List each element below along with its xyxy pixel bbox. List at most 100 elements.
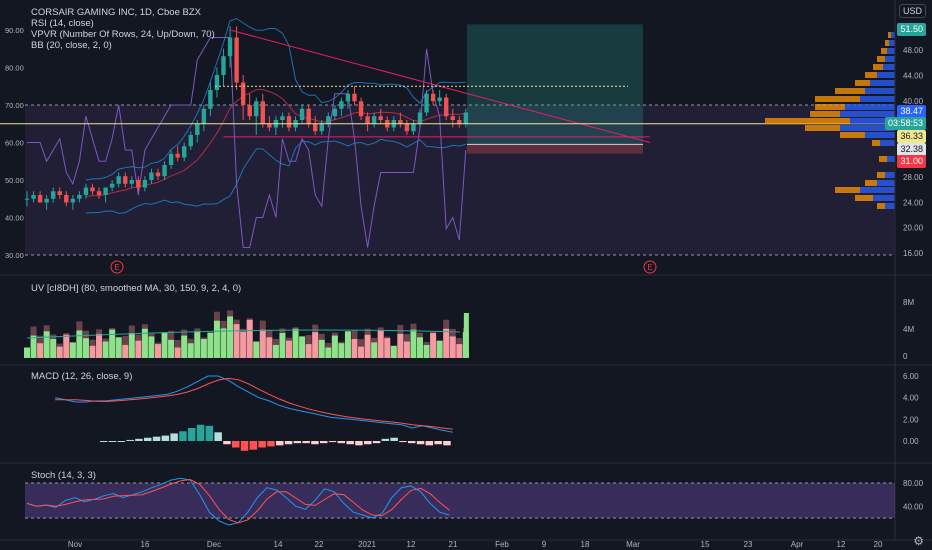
vp-up-bar — [887, 156, 895, 162]
candle-body — [358, 101, 364, 117]
uv-bar — [161, 332, 168, 358]
uv-bar — [30, 335, 37, 358]
macd-axis-tick: 4.00 — [903, 394, 919, 403]
candle-body — [463, 112, 469, 124]
candle-body — [123, 176, 128, 184]
macd-legend[interactable]: MACD (12, 26, close, 9) — [31, 371, 133, 382]
macd-histogram-bar — [108, 441, 117, 442]
position-target-zone — [467, 24, 643, 145]
currency-button[interactable]: USD — [898, 4, 926, 18]
uv-axis-tick: 0 — [903, 352, 908, 361]
time-axis-label: 23 — [744, 540, 753, 549]
uv-bar — [233, 324, 240, 358]
time-axis-label: 18 — [581, 540, 590, 549]
uv-bar — [377, 330, 384, 358]
candle-body — [162, 165, 167, 177]
uv-bar — [266, 337, 273, 358]
left-axis-tick: 70.00 — [5, 101, 24, 110]
macd-histogram-bar — [135, 438, 143, 441]
candle-body — [175, 153, 180, 158]
vp-up-bar — [885, 172, 895, 178]
macd-histogram-bar — [161, 435, 170, 441]
uv-bar — [325, 347, 332, 358]
macd-histogram-bar — [214, 432, 222, 441]
macd-histogram-bar — [258, 441, 266, 448]
macd-histogram-bar — [302, 441, 310, 444]
candle-body — [450, 116, 455, 120]
macd-histogram-bar — [188, 428, 196, 441]
macd-histogram-bar — [311, 441, 319, 445]
vp-up-bar — [885, 56, 895, 62]
uv-bar — [312, 332, 319, 358]
vpvr-legend[interactable]: VPVR (Number Of Rows, 24, Up/Down, 70) — [31, 29, 215, 40]
candle-body — [116, 176, 121, 184]
stoch-legend[interactable]: Stoch (14, 3, 3) — [31, 470, 96, 481]
vp-up-bar — [877, 180, 895, 186]
uv-bar — [364, 334, 371, 358]
uv-bar — [102, 341, 109, 358]
time-axis-label: Mar — [626, 540, 640, 549]
macd-histogram-bar — [381, 438, 390, 441]
time-axis-label: 9 — [542, 540, 547, 549]
vp-up-bar — [885, 203, 895, 209]
candle-body — [319, 123, 324, 132]
left-axis-tick: 80.00 — [5, 64, 24, 73]
candle-body — [214, 75, 220, 90]
time-axis-label: 12 — [407, 540, 416, 549]
vp-up-bar — [891, 32, 895, 38]
uv-bar — [115, 337, 122, 358]
time-axis-label: 20 — [874, 540, 883, 549]
candle-body — [83, 187, 89, 195]
uv-axis-tick: 8M — [903, 298, 914, 307]
uv-bar — [194, 331, 201, 358]
uv-legend[interactable]: UV [cI8DH] (80, smoothed MA, 30, 150, 9,… — [31, 283, 242, 294]
candle-body — [227, 37, 233, 57]
candle-body — [326, 116, 331, 124]
vp-down-bar — [877, 172, 885, 178]
candle-body — [306, 108, 311, 124]
vp-up-bar — [877, 72, 895, 78]
macd-signal-line — [55, 377, 453, 430]
symbol-legend[interactable]: CORSAIR GAMING INC, 1D, Cboe BZX — [31, 7, 201, 18]
macd-histogram-bar — [443, 441, 451, 446]
bb-basis-line — [85, 89, 466, 197]
macd-histogram-bar — [364, 441, 372, 445]
uv-bar — [351, 338, 358, 358]
price-label-top: 51.50 — [897, 23, 926, 36]
time-axis-label: 16 — [141, 540, 150, 549]
vp-up-bar — [865, 88, 895, 94]
candle-body — [195, 123, 200, 135]
vp-up-bar — [865, 132, 895, 138]
uv-bar — [417, 337, 423, 358]
uv-bar — [305, 344, 312, 358]
candle-body — [24, 198, 30, 200]
macd-histogram-bar — [126, 439, 134, 441]
earnings-marker-label: E — [647, 263, 652, 272]
vp-down-bar — [872, 140, 880, 146]
time-axis-label: 2021 — [358, 540, 376, 549]
rsi-legend[interactable]: RSI (14, close) — [31, 18, 94, 29]
macd-histogram-bar — [276, 441, 284, 446]
candle-body — [221, 56, 226, 75]
price-axis-tick: 40.00 — [903, 97, 924, 106]
candle-body — [182, 146, 187, 158]
stoch-d-line — [26, 478, 450, 524]
macd-histogram-bar — [267, 441, 275, 447]
uv-bar — [69, 342, 76, 358]
rsi-line — [27, 37, 467, 248]
gear-icon[interactable]: ⚙ — [913, 534, 924, 548]
uv-bar — [331, 335, 338, 358]
uv-bar — [109, 329, 116, 358]
macd-histogram-bar — [416, 441, 425, 445]
candle-body — [371, 116, 377, 124]
left-axis-tick: 60.00 — [5, 139, 24, 148]
uv-bar — [449, 336, 456, 358]
candle-body — [57, 191, 62, 195]
macd-histogram-bar — [196, 424, 205, 441]
time-axis-label: Nov — [68, 540, 82, 549]
uv-bar — [253, 341, 260, 358]
vp-down-bar — [765, 118, 850, 124]
bb-legend[interactable]: BB (20, close, 2, 0) — [31, 40, 112, 51]
macd-histogram-bar — [346, 441, 354, 445]
